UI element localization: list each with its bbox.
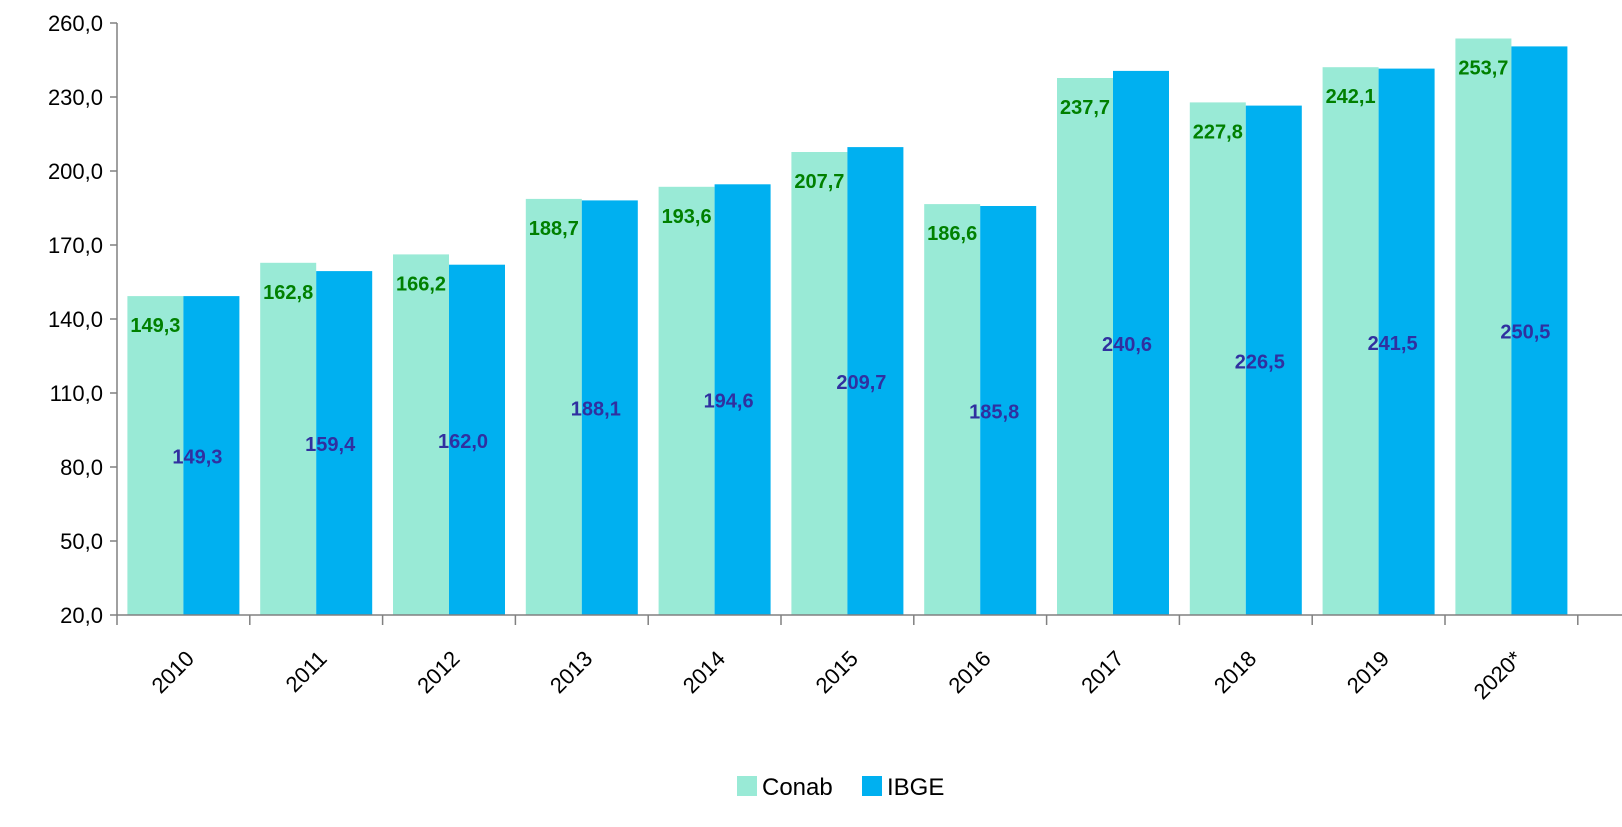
bar-ibge-2015 bbox=[847, 147, 904, 615]
bar-conab-2011 bbox=[260, 262, 317, 615]
data-label-ibge-2014: 194,6 bbox=[704, 391, 754, 413]
bar-conab-2020 bbox=[1455, 38, 1512, 615]
x-tick-label: 2017 bbox=[1076, 646, 1128, 698]
y-tick-label: 140,0 bbox=[48, 307, 103, 332]
bar-ibge-2012 bbox=[449, 264, 505, 615]
y-tick-label: 20,0 bbox=[60, 603, 103, 628]
bar-ibge-2016 bbox=[980, 206, 1037, 615]
bar-conab-2016 bbox=[924, 204, 981, 615]
x-tick-label: 2014 bbox=[678, 646, 730, 698]
bar-conab-2015 bbox=[791, 152, 848, 615]
x-tick-label: 2018 bbox=[1209, 646, 1261, 698]
bar-ibge-2017 bbox=[1113, 70, 1169, 615]
bars-layer bbox=[127, 38, 1568, 616]
data-label-conab-2020: 253,7 bbox=[1458, 58, 1508, 80]
data-label-ibge-2011: 159,4 bbox=[305, 434, 356, 456]
data-label-conab-2010: 149,3 bbox=[130, 315, 180, 337]
x-tick-label: 2012 bbox=[412, 646, 464, 698]
bar-ibge-2011 bbox=[316, 271, 373, 615]
x-tick-label: 2013 bbox=[545, 646, 597, 698]
data-label-conab-2019: 242,1 bbox=[1326, 86, 1376, 108]
data-label-conab-2011: 162,8 bbox=[263, 282, 313, 304]
y-tick-label: 230,0 bbox=[48, 85, 103, 110]
bar-ibge-2010 bbox=[183, 296, 240, 615]
y-tick-label: 260,0 bbox=[48, 11, 103, 36]
y-tick-label: 200,0 bbox=[48, 159, 103, 184]
y-tick-label: 80,0 bbox=[60, 455, 103, 480]
bar-ibge-2014 bbox=[714, 184, 771, 616]
legend: Conab IBGE bbox=[737, 774, 944, 801]
x-tick-label: 2011 bbox=[281, 646, 332, 697]
bar-conab-2012 bbox=[393, 254, 449, 615]
bar-ibge-2013 bbox=[581, 200, 638, 615]
data-label-ibge-2015: 209,7 bbox=[836, 372, 886, 394]
data-label-conab-2018: 227,8 bbox=[1193, 121, 1243, 143]
bar-conab-2010 bbox=[127, 296, 184, 615]
bar-conab-2018 bbox=[1189, 102, 1246, 615]
data-label-ibge-2017: 240,6 bbox=[1102, 334, 1152, 356]
bar-ibge-2020 bbox=[1511, 46, 1568, 615]
data-label-ibge-2013: 188,1 bbox=[571, 399, 621, 421]
data-label-ibge-2012: 162,0 bbox=[438, 431, 488, 453]
data-label-conab-2012: 166,2 bbox=[396, 273, 446, 295]
legend-label-conab: Conab bbox=[762, 774, 833, 801]
data-label-ibge-2019: 241,5 bbox=[1368, 333, 1418, 355]
legend-swatch-conab bbox=[737, 776, 757, 796]
bar-conab-2014 bbox=[658, 186, 715, 616]
data-label-conab-2014: 193,6 bbox=[662, 206, 712, 228]
bar-conab-2013 bbox=[525, 198, 582, 615]
bar-conab-2019 bbox=[1322, 67, 1379, 615]
x-tick-label: 2019 bbox=[1342, 646, 1394, 698]
data-label-ibge-2010: 149,3 bbox=[172, 447, 222, 469]
data-label-ibge-2020: 250,5 bbox=[1500, 322, 1550, 344]
y-tick-label: 170,0 bbox=[48, 233, 103, 258]
legend-label-ibge: IBGE bbox=[887, 774, 944, 801]
data-label-conab-2015: 207,7 bbox=[794, 171, 844, 193]
legend-swatch-ibge bbox=[862, 776, 882, 796]
data-labels-layer: 149,3 149,3 162,8 159,4 166,2 162,0 188,7 188,1… bbox=[130, 58, 1550, 469]
x-tick-label: 2020* bbox=[1469, 646, 1528, 705]
data-label-conab-2017: 237,7 bbox=[1060, 97, 1110, 119]
x-tick-label: 2015 bbox=[811, 646, 863, 698]
y-tick-label: 110,0 bbox=[50, 381, 103, 406]
data-label-conab-2013: 188,7 bbox=[529, 218, 579, 240]
data-label-ibge-2016: 185,8 bbox=[969, 402, 1019, 424]
data-label-ibge-2018: 226,5 bbox=[1235, 351, 1285, 373]
bar-ibge-2019 bbox=[1378, 68, 1435, 616]
data-label-conab-2016: 186,6 bbox=[927, 223, 977, 245]
bar-conab-2017 bbox=[1057, 78, 1113, 615]
bar-ibge-2018 bbox=[1245, 105, 1302, 615]
y-tick-label: 50,0 bbox=[60, 529, 103, 554]
x-tick-label: 2010 bbox=[147, 646, 199, 698]
x-tick-label: 2016 bbox=[943, 646, 995, 698]
